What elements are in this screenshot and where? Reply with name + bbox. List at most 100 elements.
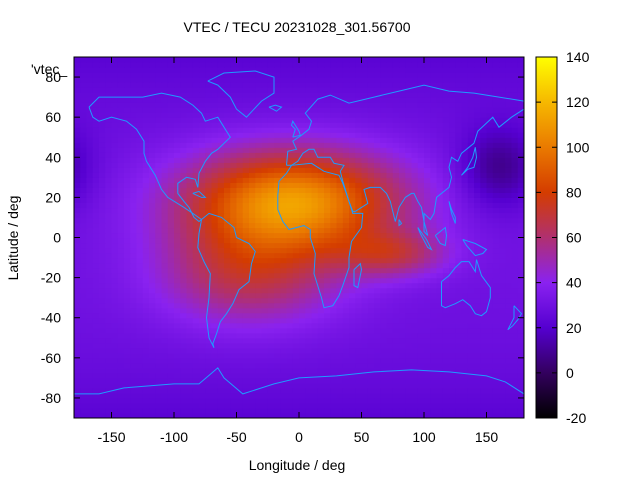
heatmap-cell	[467, 187, 475, 193]
heatmap-cell	[442, 372, 450, 379]
heatmap-cell	[311, 327, 319, 334]
heatmap-cell	[467, 352, 475, 359]
heatmap-cell	[367, 207, 375, 214]
heatmap-cell	[161, 392, 169, 399]
heatmap-cell	[149, 247, 156, 254]
heatmap-cell	[374, 387, 381, 394]
heatmap-cell	[267, 312, 275, 319]
heatmap-cell	[136, 192, 144, 198]
heatmap-cell	[105, 282, 113, 289]
heatmap-cell	[374, 307, 381, 314]
heatmap-cell	[342, 277, 350, 284]
heatmap-cell	[474, 127, 481, 133]
heatmap-cell	[286, 167, 294, 173]
heatmap-cell	[355, 72, 363, 78]
heatmap-cell	[399, 107, 406, 113]
heatmap-cell	[505, 262, 513, 269]
heatmap-cell	[392, 192, 400, 198]
heatmap-cell	[161, 137, 169, 143]
heatmap-cell	[455, 147, 463, 153]
heatmap-cell	[186, 142, 194, 148]
heatmap-cell	[86, 67, 94, 73]
heatmap-cell	[249, 372, 256, 379]
heatmap-cell	[149, 282, 156, 289]
heatmap-cell	[486, 267, 494, 274]
heatmap-cell	[424, 362, 431, 369]
heatmap-cell	[80, 227, 88, 234]
heatmap-cell	[167, 392, 175, 399]
heatmap-cell	[174, 342, 181, 349]
heatmap-cell	[249, 232, 256, 239]
heatmap-cell	[74, 207, 81, 214]
heatmap-cell	[192, 407, 200, 414]
heatmap-cell	[74, 372, 81, 379]
heatmap-cell	[274, 312, 281, 319]
heatmap-cell	[111, 377, 119, 384]
heatmap-cell	[499, 272, 506, 279]
heatmap-cell	[186, 287, 194, 294]
heatmap-cell	[105, 292, 113, 299]
heatmap-cell	[286, 352, 294, 359]
heatmap-cell	[342, 397, 350, 404]
heatmap-cell	[380, 302, 388, 309]
heatmap-cell	[117, 182, 125, 188]
heatmap-cell	[499, 372, 506, 379]
heatmap-cell	[392, 162, 400, 168]
heatmap-cell	[505, 127, 513, 133]
heatmap-cell	[380, 342, 388, 349]
heatmap-cell	[467, 152, 475, 158]
heatmap-cell	[449, 152, 456, 158]
heatmap-cell	[342, 407, 350, 414]
heatmap-cell	[99, 172, 106, 178]
heatmap-cell	[411, 397, 419, 404]
heatmap-cell	[405, 107, 413, 113]
heatmap-cell	[205, 272, 213, 279]
heatmap-cell	[442, 167, 450, 173]
heatmap-cell	[180, 387, 188, 394]
heatmap-cell	[136, 302, 144, 309]
heatmap-cell	[124, 202, 131, 209]
heatmap-cell	[311, 352, 319, 359]
heatmap-cell	[74, 87, 81, 93]
heatmap-cell	[255, 177, 263, 183]
heatmap-cell	[174, 197, 181, 203]
heatmap-cell	[486, 327, 494, 334]
heatmap-cell	[242, 317, 250, 324]
heatmap-cell	[92, 77, 100, 83]
heatmap-cell	[336, 92, 344, 98]
heatmap-cell	[142, 267, 150, 274]
heatmap-cell	[442, 172, 450, 178]
heatmap-cell	[186, 312, 194, 319]
heatmap-cell	[192, 317, 200, 324]
heatmap-cell	[417, 307, 425, 314]
heatmap-cell	[80, 77, 88, 83]
heatmap-cell	[442, 112, 450, 118]
heatmap-cell	[249, 207, 256, 214]
heatmap-cell	[324, 252, 331, 259]
heatmap-cell	[336, 212, 344, 219]
heatmap-cell	[380, 327, 388, 334]
heatmap-cell	[517, 332, 524, 339]
heatmap-cell	[461, 372, 469, 379]
heatmap-cell	[361, 232, 369, 239]
heatmap-cell	[242, 227, 250, 234]
heatmap-cell	[117, 192, 125, 198]
heatmap-cell	[92, 322, 100, 329]
heatmap-cell	[449, 87, 456, 93]
heatmap-cell	[124, 182, 131, 188]
heatmap-cell	[424, 192, 431, 198]
heatmap-cell	[267, 357, 275, 364]
heatmap-cell	[305, 387, 313, 394]
heatmap-cell	[149, 157, 156, 163]
heatmap-cell	[480, 207, 488, 214]
heatmap-cell	[374, 282, 381, 289]
heatmap-cell	[136, 357, 144, 364]
heatmap-cell	[349, 372, 356, 379]
heatmap-cell	[74, 197, 81, 203]
heatmap-cell	[386, 352, 394, 359]
heatmap-cell	[386, 272, 394, 279]
heatmap-cell	[405, 332, 413, 339]
heatmap-cell	[174, 82, 181, 88]
heatmap-cell	[192, 82, 200, 88]
heatmap-cell	[186, 297, 194, 304]
